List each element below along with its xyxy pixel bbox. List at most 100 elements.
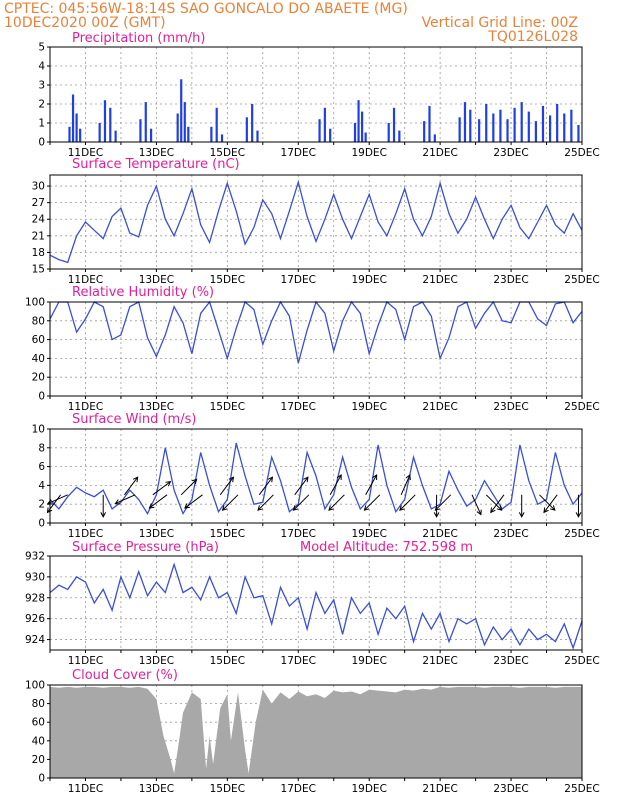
wind-vector: [180, 479, 197, 496]
precipitation-bar: [563, 113, 566, 142]
wind-xtick-label: 11DEC: [68, 528, 103, 540]
wind-vector: [364, 494, 381, 511]
precipitation-bar: [556, 104, 559, 142]
precipitation-bar: [520, 102, 523, 142]
precip-ytick-label: 1: [38, 118, 45, 130]
cloud-ytick-label: 100: [25, 680, 45, 692]
wind-vector-head: [191, 478, 198, 485]
wind-vector-head: [363, 505, 370, 511]
wind-vector: [257, 494, 274, 511]
temp-xtick-label: 25DEC: [564, 274, 599, 286]
pressure-xtick-label: 21DEC: [422, 655, 457, 667]
wind-vector: [543, 494, 558, 513]
precip-xtick-label: 21DEC: [422, 147, 457, 159]
wind-vector-head: [292, 505, 299, 511]
temperature-panel: Surface Temperature (nC) 15 18 21 24 27 30 11D…: [32, 157, 600, 286]
wind-vector-head: [132, 476, 139, 483]
wind-vector: [258, 476, 273, 496]
pressure-xtick-label: 17DEC: [281, 655, 316, 667]
precipitation-bar: [364, 132, 367, 142]
wind-vector-head: [303, 476, 309, 483]
cloud-xtick-label: 25DEC: [564, 783, 599, 795]
cloud-xtick-label: 23DEC: [493, 783, 528, 795]
wind-xtick-label: 17DEC: [281, 528, 316, 540]
wind-vector-head: [543, 507, 549, 514]
precipitation-bar: [329, 128, 332, 142]
wind-vector: [399, 494, 416, 511]
temperature-title: Surface Temperature (nC): [72, 157, 240, 172]
wind-vector: [149, 494, 168, 509]
wind-vector: [47, 494, 68, 505]
wind-frame: [49, 428, 583, 524]
precipitation-bar: [458, 117, 461, 142]
precipitation-bar: [492, 113, 495, 142]
rh-xtick-label: 21DEC: [422, 401, 457, 413]
precipitation-bar: [183, 102, 186, 142]
precipitation-bar: [548, 115, 552, 142]
header-date: 10DEC2020 00Z (GMT): [4, 15, 166, 31]
precipitation-bar: [79, 128, 82, 142]
wind-vector: [152, 481, 171, 496]
precip-xtick-label: 25DEC: [564, 147, 599, 159]
temp-xtick-label: 13DEC: [139, 274, 174, 286]
precipitation-bar: [398, 130, 401, 142]
precipitation-bar: [428, 105, 431, 142]
header-model-id: TQ0126L028: [487, 29, 578, 45]
wind-ytick-label: 0: [38, 518, 45, 530]
temp-xtick-label: 21DEC: [422, 274, 457, 286]
rh-ytick-label: 0: [38, 391, 45, 403]
wind-vector: [184, 494, 203, 509]
pressure-xtick-label: 15DEC: [210, 655, 245, 667]
precipitation-panel: Precipitation (mm/h) 0 1 2 3 4 5 11DEC 13DEC 15D…: [38, 31, 599, 159]
wind-ytick-label: 8: [38, 442, 45, 454]
precipitation-bar: [485, 104, 488, 142]
temp-ytick-label: 18: [32, 247, 45, 259]
precipitation-bar: [220, 134, 224, 142]
precipitation-bar: [180, 79, 183, 142]
wind-vector-head: [476, 509, 482, 516]
temp-ytick-label: 21: [32, 230, 45, 242]
rh-ytick-label: 20: [32, 372, 45, 384]
cloud-ytick-label: 20: [32, 754, 45, 766]
pressure-ytick-label: 924: [25, 634, 45, 646]
wind-vector-head: [328, 505, 334, 511]
precipitation-bar: [433, 134, 436, 142]
cloud-frame: [49, 684, 583, 779]
wind-xtick-label: 25DEC: [564, 528, 599, 540]
precipitation-bar: [245, 117, 248, 142]
rh-frame: [49, 301, 583, 397]
temp-xtick-label: 19DEC: [351, 274, 386, 286]
precipitation-bar: [323, 107, 326, 142]
precip-xtick-label: 23DEC: [493, 147, 528, 159]
wind-ytick-label: 6: [38, 461, 45, 473]
header-grid-note: Vertical Grid Line: 00Z: [422, 15, 578, 31]
wind-vector-head: [267, 476, 274, 483]
wind-vector-head: [184, 503, 190, 509]
precipitation-bar: [387, 123, 390, 142]
humidity-panel: Relative Humidity (%) 0 20 40 60 80 100 11DEC 1…: [25, 285, 600, 413]
precipitation-bar: [176, 113, 179, 142]
rh-series-line: [49, 300, 583, 364]
wind-vector-head: [165, 480, 172, 487]
wind-panel: Surface Wind (m/s) 0 2 4 6 8 10 11DEC 13DEC 15DE…: [32, 412, 600, 540]
wind-vector: [219, 476, 234, 496]
wind-vector-head: [114, 499, 121, 505]
wind-vector-head: [405, 474, 411, 481]
precip-xtick-label: 13DEC: [139, 147, 174, 159]
wind-vector: [400, 474, 411, 496]
precipitation-bar: [251, 104, 254, 142]
wind-vector: [293, 494, 310, 511]
humidity-title: Relative Humidity (%): [72, 285, 214, 300]
rh-xtick-label: 25DEC: [564, 401, 599, 413]
temp-xtick-label: 11DEC: [68, 274, 103, 286]
wind-title: Surface Wind (m/s): [72, 412, 196, 427]
wind-series-line: [49, 442, 583, 516]
precipitation-bar: [75, 113, 78, 142]
wind-vector-head: [148, 503, 155, 509]
wind-vector: [328, 494, 345, 511]
wind-vector-head: [490, 507, 496, 514]
precipitation-bar: [215, 107, 218, 142]
temp-series-line: [49, 179, 583, 264]
precipitation-bar: [357, 100, 360, 142]
temp-xtick-label: 17DEC: [281, 274, 316, 286]
